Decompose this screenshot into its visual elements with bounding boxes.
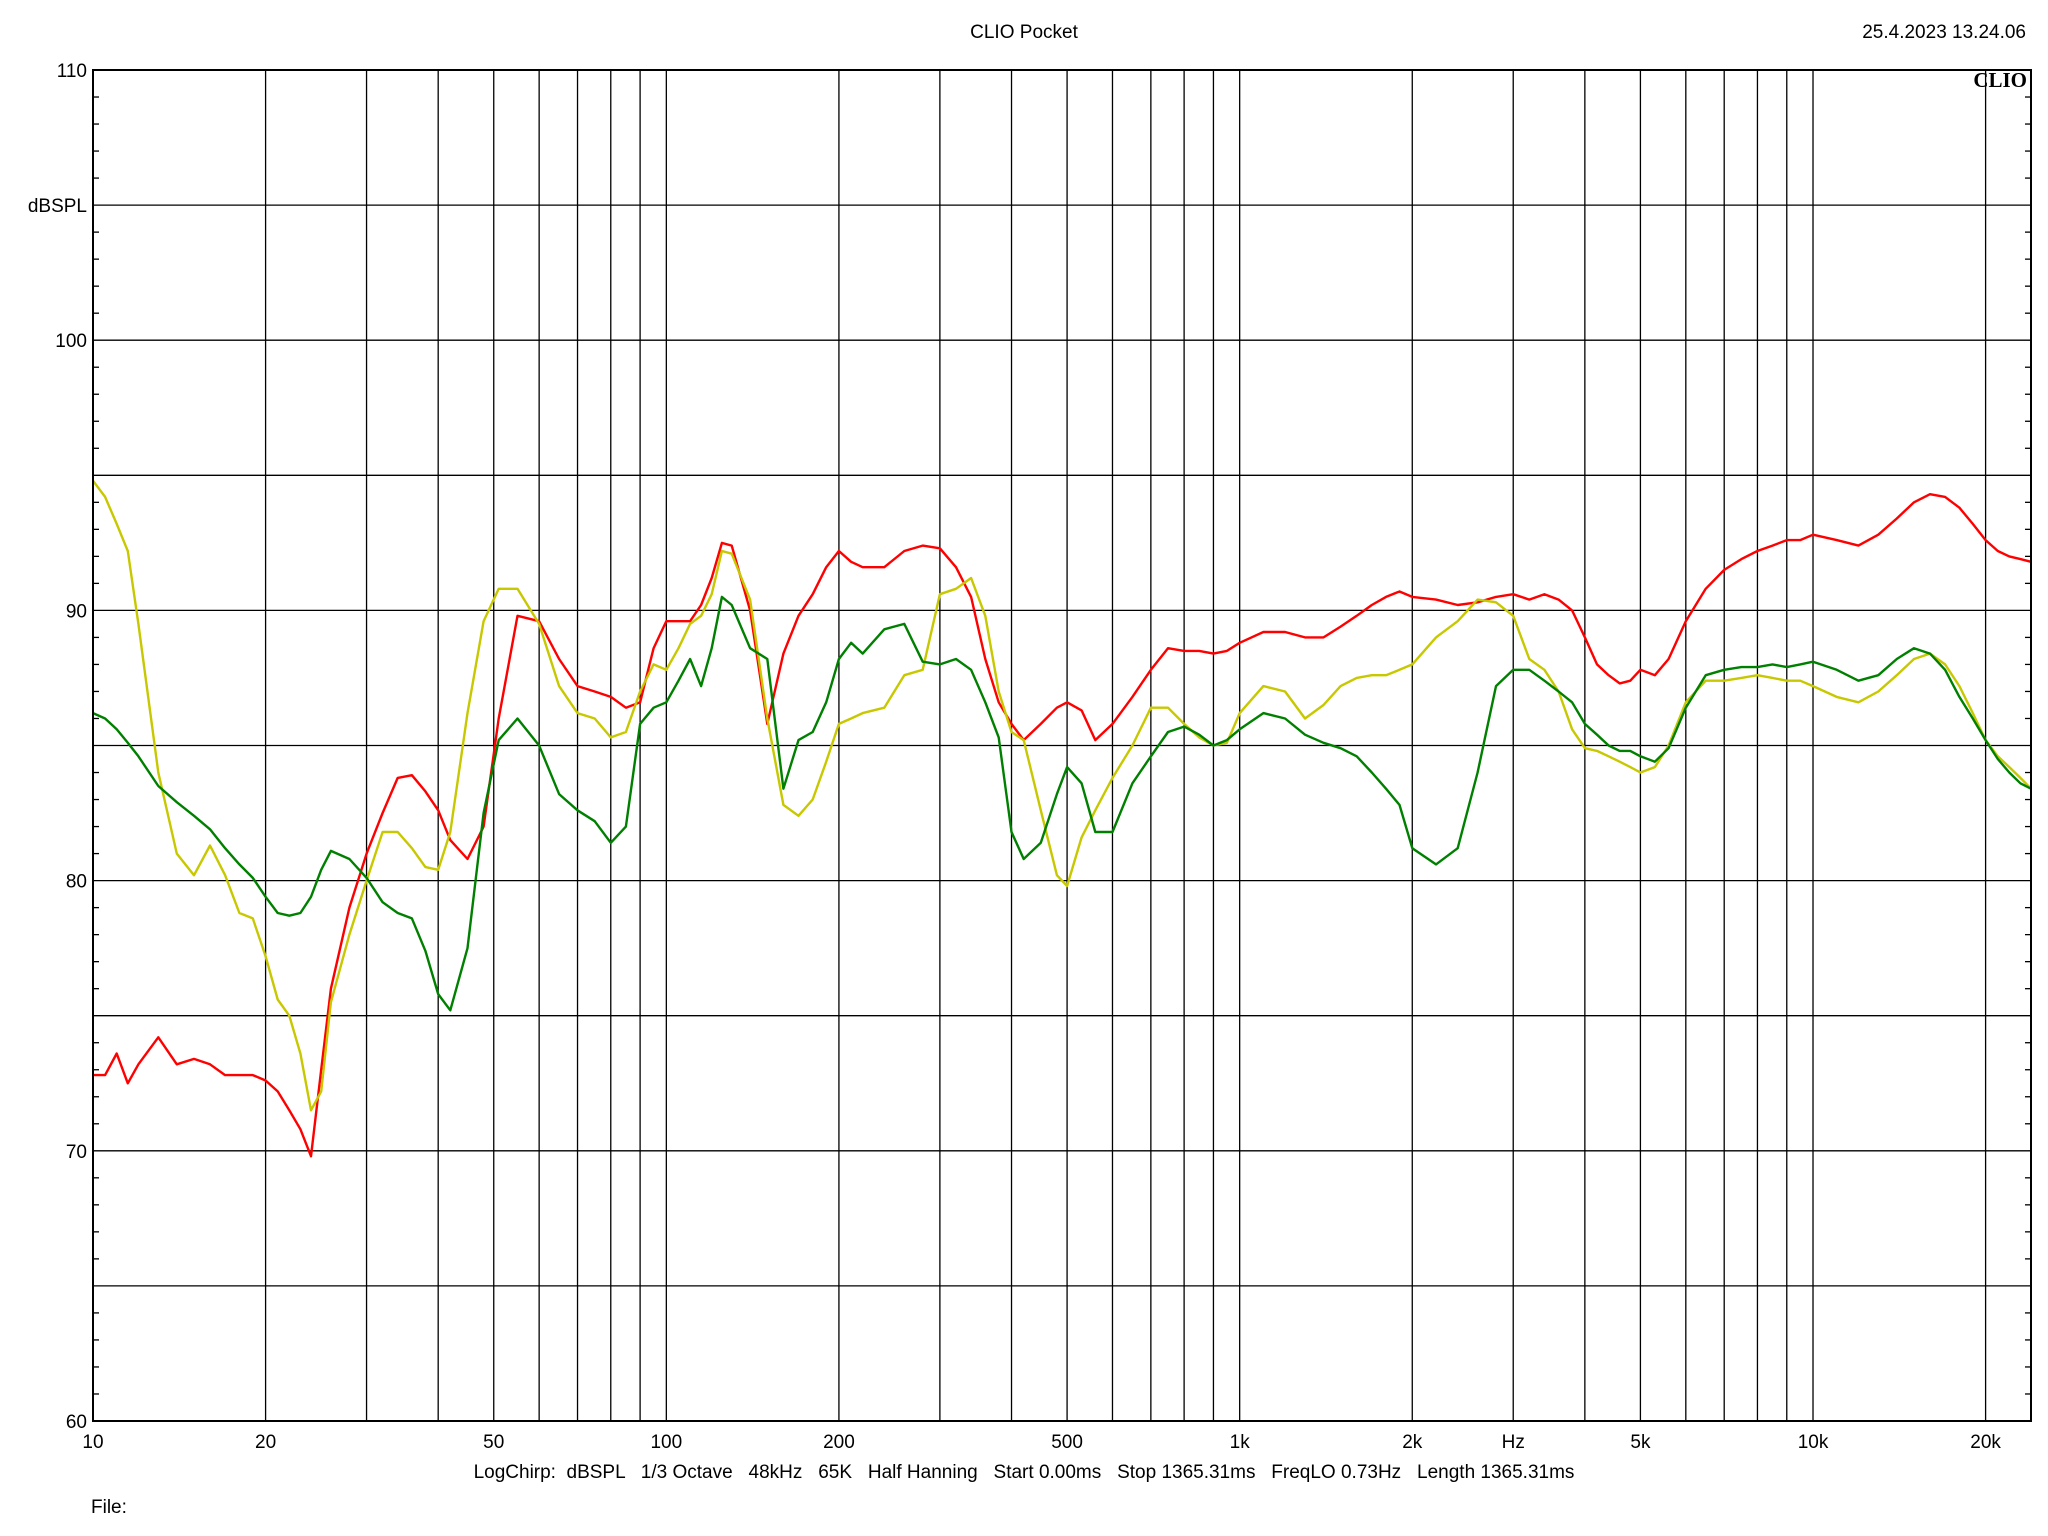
x-tick-label: 10k bbox=[1798, 1432, 1829, 1453]
x-tick-label: 100 bbox=[650, 1432, 682, 1453]
series-line-3 bbox=[92, 595, 2032, 1012]
y-tick-label: 90 bbox=[66, 601, 87, 622]
clio-logo: CLIO bbox=[1973, 68, 2027, 92]
series-lines bbox=[92, 479, 2032, 1158]
y-tick-label: 70 bbox=[66, 1142, 87, 1163]
x-axis-label: Hz bbox=[1502, 1432, 1525, 1453]
x-tick-label: 200 bbox=[823, 1432, 855, 1453]
x-tick-label: 20k bbox=[1970, 1432, 2001, 1453]
file-label: File: bbox=[91, 1497, 127, 1518]
y-tick-labels: 60 70 80 90 100 110 bbox=[55, 61, 87, 1433]
y-tick-label: 100 bbox=[55, 331, 87, 352]
x-tick-label: 2k bbox=[1402, 1432, 1423, 1453]
chart-grid bbox=[93, 70, 2031, 1421]
measurement-settings: LogChirp: dBSPL 1/3 Octave 48kHz 65K Hal… bbox=[473, 1462, 1575, 1483]
timestamp: 25.4.2023 13.24.06 bbox=[1862, 22, 2026, 43]
x-tick-label: 1k bbox=[1230, 1432, 1251, 1453]
y-tick-label: 60 bbox=[66, 1412, 87, 1433]
plot-frame bbox=[92, 69, 2032, 1422]
x-tick-label: 5k bbox=[1630, 1432, 1651, 1453]
x-tick-label: 10 bbox=[82, 1432, 103, 1453]
y-axis-label: dBSPL bbox=[28, 196, 87, 217]
series-line-1 bbox=[93, 493, 2032, 1158]
x-tick-labels: 10 20 50 100 200 500 1k 2k 5k 10k 20k bbox=[82, 1432, 2001, 1453]
y-tick-label: 80 bbox=[66, 872, 87, 893]
x-tick-label: 50 bbox=[483, 1432, 504, 1453]
y-tick-label: 110 bbox=[57, 61, 87, 82]
x-tick-label: 500 bbox=[1051, 1432, 1083, 1453]
x-tick-label: 20 bbox=[255, 1432, 276, 1453]
chart-title: CLIO Pocket bbox=[970, 22, 1078, 43]
